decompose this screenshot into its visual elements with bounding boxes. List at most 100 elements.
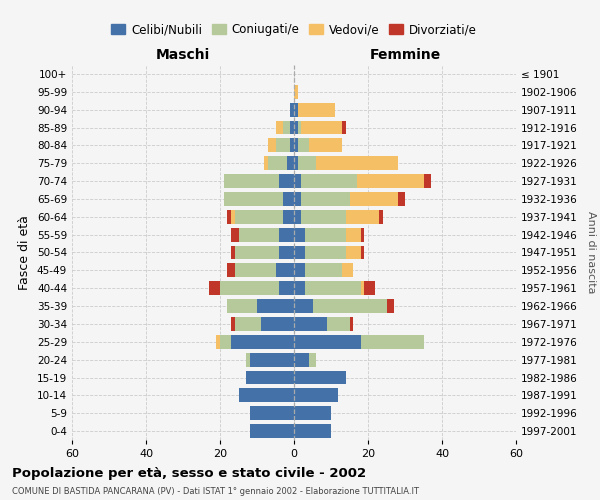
Bar (246, 370, 294, 384)
Bar (305, 228, 346, 241)
Bar (386, 299, 394, 313)
Bar (279, 174, 294, 188)
Legend: Celibi/Nubili, Coniugati/e, Vedovi/e, Divorziati/e: Celibi/Nubili, Coniugati/e, Vedovi/e, Di… (106, 18, 482, 41)
Bar (294, 138, 298, 152)
Bar (268, 138, 275, 152)
Bar (279, 246, 294, 260)
Bar (217, 335, 220, 349)
Bar (316, 156, 398, 170)
Bar (294, 299, 313, 313)
Bar (290, 120, 294, 134)
Bar (294, 85, 298, 99)
Bar (294, 246, 305, 260)
Bar (294, 370, 346, 384)
Bar (287, 156, 294, 170)
Bar (342, 264, 353, 278)
Bar (294, 388, 338, 402)
Bar (361, 335, 424, 349)
Bar (294, 264, 305, 278)
Bar (283, 210, 294, 224)
Text: COMUNE DI BASTIDA PANCARANA (PV) - Dati ISTAT 1° gennaio 2002 - Elaborazione TUT: COMUNE DI BASTIDA PANCARANA (PV) - Dati … (12, 488, 419, 496)
Bar (313, 299, 386, 313)
Bar (298, 102, 335, 117)
Bar (305, 246, 346, 260)
Bar (361, 228, 364, 241)
Bar (294, 102, 298, 117)
Bar (239, 388, 294, 402)
Bar (246, 352, 250, 366)
Bar (275, 120, 283, 134)
Bar (349, 317, 353, 331)
Bar (294, 210, 301, 224)
Text: Femmine: Femmine (370, 48, 440, 62)
Bar (305, 281, 361, 295)
Bar (279, 281, 294, 295)
Bar (349, 192, 398, 206)
Bar (290, 138, 294, 152)
Bar (298, 138, 309, 152)
Bar (235, 246, 279, 260)
Bar (294, 317, 328, 331)
Bar (298, 120, 301, 134)
Bar (342, 120, 346, 134)
Bar (250, 352, 294, 366)
Bar (294, 424, 331, 438)
Bar (294, 352, 309, 366)
Bar (346, 228, 361, 241)
Bar (279, 228, 294, 241)
Bar (294, 281, 305, 295)
Bar (361, 281, 364, 295)
Bar (424, 174, 431, 188)
Text: Maschi: Maschi (156, 48, 210, 62)
Bar (346, 246, 361, 260)
Bar (227, 264, 235, 278)
Bar (231, 246, 235, 260)
Bar (275, 138, 290, 152)
Bar (298, 156, 316, 170)
Bar (305, 264, 342, 278)
Bar (346, 210, 379, 224)
Bar (231, 317, 235, 331)
Text: Popolazione per età, sesso e stato civile - 2002: Popolazione per età, sesso e stato civil… (12, 468, 366, 480)
Bar (294, 228, 305, 241)
Bar (268, 156, 287, 170)
Bar (220, 281, 279, 295)
Bar (265, 156, 268, 170)
Bar (309, 138, 342, 152)
Bar (361, 246, 364, 260)
Bar (290, 102, 294, 117)
Bar (301, 210, 346, 224)
Bar (283, 120, 290, 134)
Bar (227, 210, 231, 224)
Bar (235, 210, 283, 224)
Bar (250, 406, 294, 420)
Bar (231, 335, 294, 349)
Bar (231, 228, 239, 241)
Bar (257, 299, 294, 313)
Bar (283, 192, 294, 206)
Bar (328, 317, 349, 331)
Bar (294, 174, 301, 188)
Bar (224, 174, 279, 188)
Bar (301, 192, 349, 206)
Bar (260, 317, 294, 331)
Bar (227, 299, 257, 313)
Y-axis label: Anni di nascita: Anni di nascita (586, 211, 596, 294)
Bar (224, 192, 283, 206)
Bar (294, 406, 331, 420)
Bar (357, 174, 424, 188)
Bar (239, 228, 279, 241)
Bar (294, 156, 298, 170)
Bar (364, 281, 376, 295)
Bar (231, 210, 235, 224)
Bar (235, 317, 260, 331)
Bar (250, 424, 294, 438)
Bar (294, 192, 301, 206)
Bar (275, 264, 294, 278)
Bar (379, 210, 383, 224)
Bar (294, 335, 361, 349)
Bar (209, 281, 220, 295)
Bar (301, 174, 357, 188)
Bar (235, 264, 275, 278)
Bar (301, 120, 342, 134)
